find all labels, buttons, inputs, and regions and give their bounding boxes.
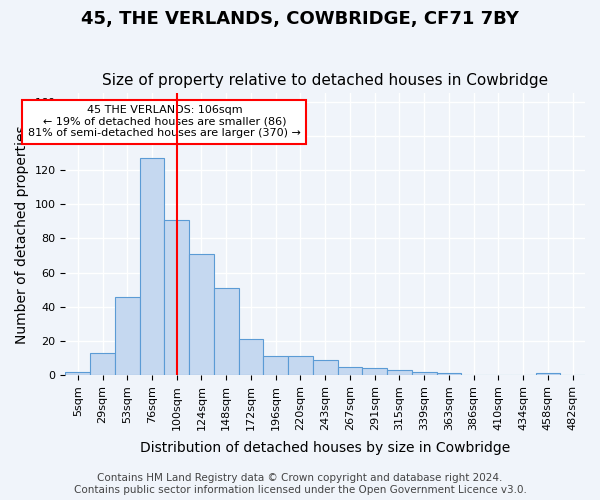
- Y-axis label: Number of detached properties: Number of detached properties: [15, 125, 29, 344]
- Bar: [140, 158, 164, 375]
- Bar: [189, 254, 214, 375]
- Bar: [115, 296, 140, 375]
- Bar: [437, 374, 461, 375]
- Bar: [263, 356, 288, 375]
- Text: Contains HM Land Registry data © Crown copyright and database right 2024.
Contai: Contains HM Land Registry data © Crown c…: [74, 474, 526, 495]
- Bar: [338, 366, 362, 375]
- Bar: [239, 339, 263, 375]
- Text: 45 THE VERLANDS: 106sqm
← 19% of detached houses are smaller (86)
81% of semi-de: 45 THE VERLANDS: 106sqm ← 19% of detache…: [28, 106, 301, 138]
- Bar: [387, 370, 412, 375]
- Bar: [362, 368, 387, 375]
- Bar: [412, 372, 437, 375]
- Bar: [214, 288, 239, 375]
- Bar: [90, 353, 115, 375]
- Bar: [65, 372, 90, 375]
- X-axis label: Distribution of detached houses by size in Cowbridge: Distribution of detached houses by size …: [140, 441, 511, 455]
- Bar: [164, 220, 189, 375]
- Bar: [536, 374, 560, 375]
- Title: Size of property relative to detached houses in Cowbridge: Size of property relative to detached ho…: [102, 73, 548, 88]
- Bar: [313, 360, 338, 375]
- Bar: [288, 356, 313, 375]
- Text: 45, THE VERLANDS, COWBRIDGE, CF71 7BY: 45, THE VERLANDS, COWBRIDGE, CF71 7BY: [81, 10, 519, 28]
